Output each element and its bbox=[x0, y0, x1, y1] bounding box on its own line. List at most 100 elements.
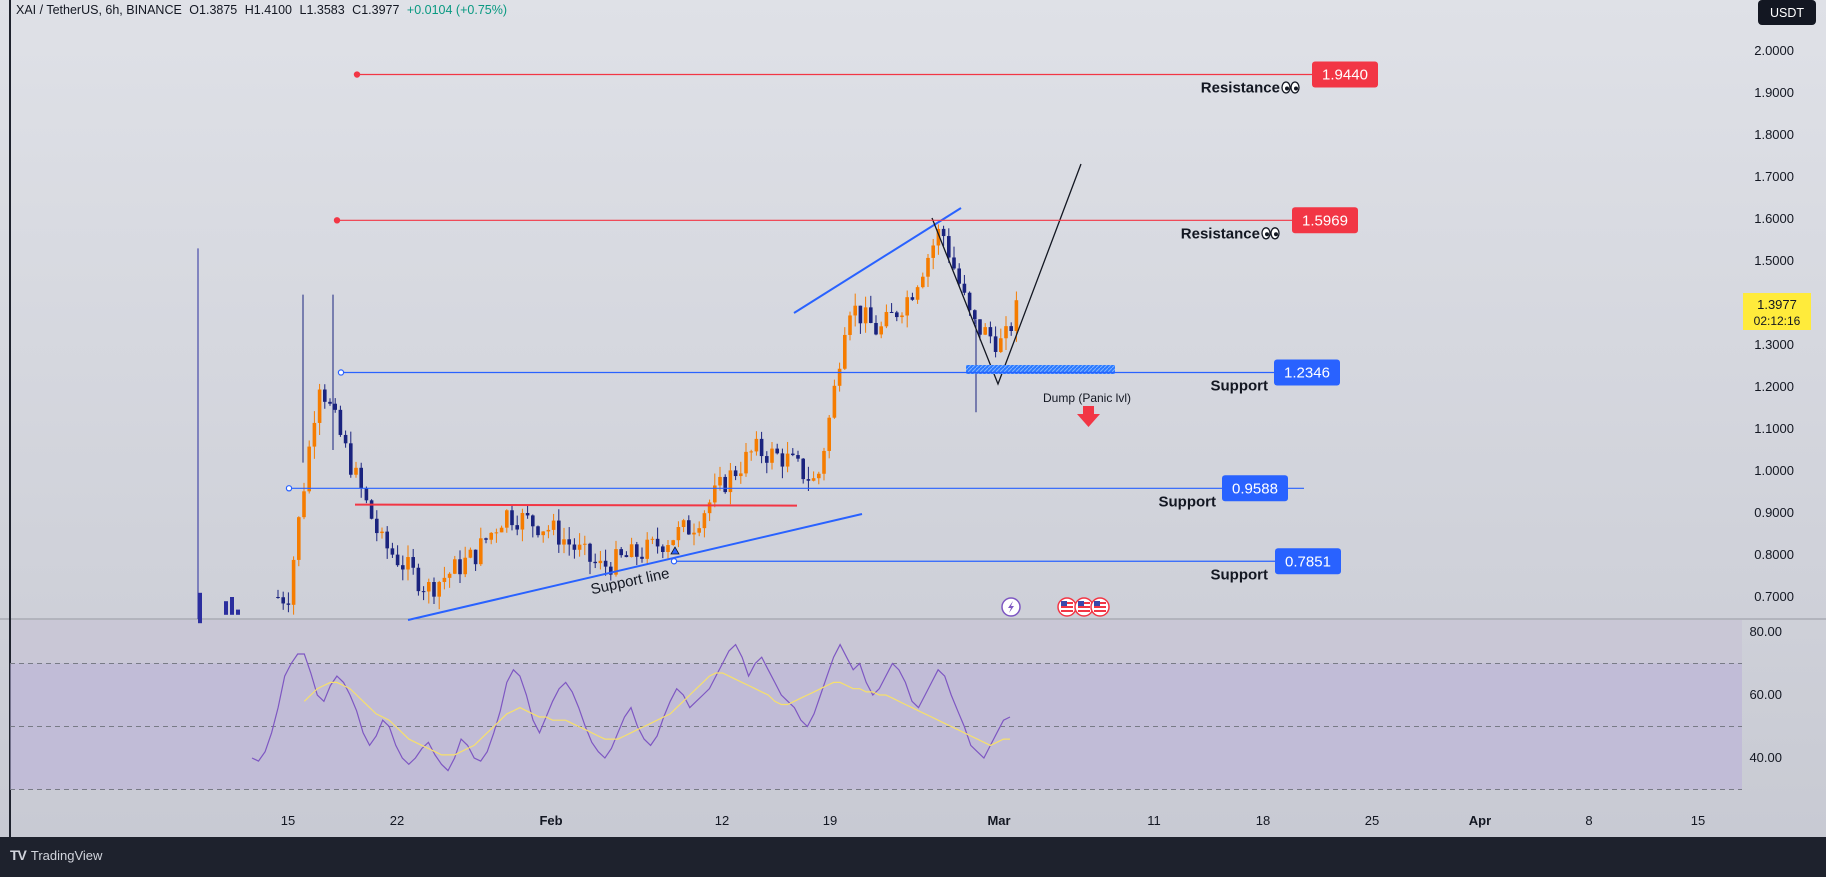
candle bbox=[198, 592, 202, 624]
us-flag-icon[interactable] bbox=[1090, 597, 1110, 617]
candle bbox=[754, 438, 759, 452]
time-axis-tick: 22 bbox=[390, 813, 404, 828]
candle bbox=[718, 476, 722, 486]
level-2[interactable]: 1.2346 Support bbox=[337, 359, 1340, 394]
candle bbox=[484, 538, 488, 540]
last-price-value: 1.3977 bbox=[1757, 297, 1797, 312]
candle bbox=[843, 334, 847, 369]
candle bbox=[884, 311, 889, 327]
level-price-text: 0.7851 bbox=[1285, 553, 1331, 570]
level-anchor[interactable] bbox=[285, 485, 293, 492]
candle bbox=[952, 257, 956, 269]
candle bbox=[427, 582, 431, 592]
candle bbox=[905, 297, 909, 316]
support-trendline bbox=[407, 513, 863, 621]
time-axis-tick: 19 bbox=[823, 813, 837, 828]
price-axis-tick: 0.8000 bbox=[1754, 547, 1794, 562]
tradingview-brand[interactable]: TV TradingView bbox=[10, 847, 102, 863]
price-axis-tick: 1.0000 bbox=[1754, 463, 1794, 478]
candle bbox=[791, 453, 795, 456]
level-label: Support bbox=[1159, 493, 1217, 510]
candle bbox=[681, 520, 686, 528]
time-axis-tick: 15 bbox=[281, 813, 295, 828]
last-price-countdown: 02:12:16 bbox=[1754, 314, 1801, 328]
candle bbox=[988, 327, 993, 337]
candle bbox=[759, 438, 764, 457]
lightning-icon[interactable] bbox=[1001, 597, 1021, 617]
candle bbox=[603, 560, 608, 567]
candle bbox=[281, 597, 285, 604]
time-axis-tick: 11 bbox=[1147, 813, 1161, 828]
candle bbox=[983, 327, 987, 335]
candle bbox=[947, 236, 951, 258]
candle bbox=[458, 559, 462, 575]
candle bbox=[328, 401, 332, 404]
panic-zone[interactable] bbox=[966, 365, 1115, 374]
us-flag-icon[interactable] bbox=[1057, 597, 1077, 617]
level-1[interactable]: 1.5969 Resistance bbox=[333, 207, 1358, 242]
candle bbox=[655, 538, 660, 547]
time-axis-tick: Feb bbox=[539, 813, 562, 828]
candle bbox=[645, 539, 649, 559]
candle bbox=[697, 528, 701, 533]
level-price-text: 0.9588 bbox=[1232, 480, 1278, 497]
level-0[interactable]: 1.9440 Resistance bbox=[353, 61, 1378, 97]
candle bbox=[463, 557, 467, 575]
candle bbox=[676, 527, 681, 541]
candle bbox=[531, 515, 535, 527]
candle bbox=[302, 491, 306, 518]
level-price-badge bbox=[1312, 61, 1378, 88]
level-anchor[interactable] bbox=[337, 369, 345, 376]
candle bbox=[432, 582, 436, 597]
candle bbox=[572, 544, 577, 550]
level-price-badge bbox=[1292, 207, 1358, 234]
brand-text: TradingView bbox=[30, 847, 103, 863]
price-axis-tick: 1.7000 bbox=[1754, 169, 1794, 184]
candle bbox=[442, 577, 447, 582]
candle bbox=[499, 527, 504, 533]
candle bbox=[323, 389, 327, 402]
candle bbox=[801, 458, 805, 480]
level-price-badge bbox=[1274, 359, 1340, 386]
candle bbox=[936, 228, 941, 246]
candle bbox=[926, 257, 930, 277]
candle bbox=[775, 448, 779, 454]
candle bbox=[541, 531, 545, 536]
candle bbox=[583, 543, 587, 545]
candle bbox=[837, 368, 842, 386]
last-price-bg bbox=[1743, 293, 1811, 330]
candle bbox=[889, 311, 894, 313]
candle bbox=[230, 597, 234, 615]
candle bbox=[629, 544, 634, 558]
candle bbox=[853, 305, 857, 316]
price-axis-tick: 1.5000 bbox=[1754, 253, 1794, 268]
level-anchor[interactable] bbox=[353, 71, 361, 78]
price-axis-tick: 0.7000 bbox=[1754, 589, 1794, 604]
candle bbox=[624, 555, 629, 558]
candle bbox=[593, 561, 597, 564]
candle bbox=[650, 538, 655, 540]
candle bbox=[390, 548, 395, 555]
price-axis-tick: 1.9000 bbox=[1754, 85, 1794, 100]
level-3[interactable]: 0.9588 Support bbox=[285, 475, 1304, 510]
symbol-legend: XAI / TetherUS, 6h, BINANCE O1.3875 H1.4… bbox=[16, 2, 511, 18]
candle bbox=[1004, 326, 1008, 339]
level-4[interactable]: 0.7851 Support bbox=[670, 548, 1341, 583]
candle bbox=[661, 546, 665, 552]
candle bbox=[817, 473, 821, 479]
currency-button[interactable]: USDT bbox=[1758, 0, 1816, 25]
candle bbox=[536, 526, 540, 536]
level-price-text: 1.2346 bbox=[1284, 364, 1330, 381]
price-axis-tick: 0.9000 bbox=[1754, 505, 1794, 520]
candle bbox=[401, 565, 405, 570]
symbol-name: XAI / TetherUS, 6h, BINANCE bbox=[16, 3, 182, 17]
level-anchor[interactable] bbox=[333, 217, 341, 224]
price-axis-tick: 2.0000 bbox=[1754, 43, 1794, 58]
level-anchor[interactable] bbox=[670, 558, 678, 565]
rsi-axis-tick: 80.00 bbox=[1749, 624, 1782, 639]
candle bbox=[385, 531, 389, 549]
eyes-icon bbox=[1281, 81, 1300, 94]
candle bbox=[505, 510, 509, 528]
candle bbox=[598, 560, 603, 564]
